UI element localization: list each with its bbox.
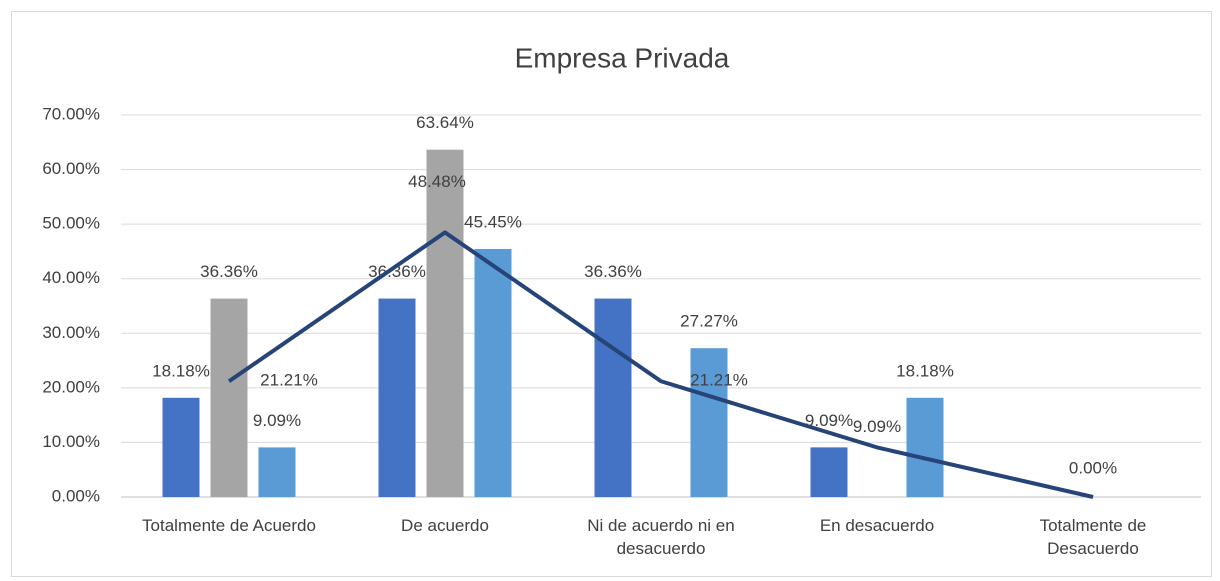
data-label: 48.48%	[408, 172, 466, 191]
bar	[162, 397, 200, 497]
x-tick-label: En desacuerdo	[819, 516, 935, 535]
data-label: 27.27%	[680, 312, 738, 331]
y-tick-label: 60.00%	[42, 159, 100, 178]
y-tick-label: 20.00%	[42, 377, 100, 396]
data-label: 9.09%	[853, 417, 901, 436]
bar	[378, 298, 416, 497]
data-label: 9.09%	[805, 411, 853, 430]
data-label: 18.18%	[152, 361, 210, 380]
bar	[258, 447, 296, 497]
chart-title: Empresa Privada	[515, 42, 730, 73]
data-label: 36.36%	[584, 262, 642, 281]
bar	[594, 298, 632, 497]
data-label: 21.21%	[260, 371, 318, 390]
y-tick-label: 30.00%	[42, 323, 100, 342]
data-label: 21.21%	[690, 371, 748, 390]
data-label: 63.64%	[416, 113, 474, 132]
data-label: 45.45%	[464, 212, 522, 231]
x-tick-label: Totalmente de Acuerdo	[142, 516, 316, 535]
y-tick-label: 10.00%	[42, 432, 100, 451]
y-tick-label: 70.00%	[42, 104, 100, 123]
x-tick-label: Totalmente de Desacuerdo	[1039, 516, 1147, 558]
y-tick-label: 40.00%	[42, 268, 100, 287]
line	[227, 230, 1094, 499]
y-tick-label: 50.00%	[42, 214, 100, 233]
x-tick-label: Ni de acuerdo ni en desacuerdo	[587, 516, 735, 558]
bar	[210, 298, 248, 497]
data-label: 0.00%	[1069, 458, 1117, 477]
bar	[906, 397, 944, 497]
y-tick-label: 0.00%	[52, 486, 100, 505]
bar	[426, 149, 464, 497]
x-tick-label: De acuerdo	[401, 516, 489, 535]
data-label: 18.18%	[896, 361, 954, 380]
bar	[810, 447, 848, 497]
bar	[474, 248, 512, 497]
bar	[690, 348, 728, 497]
data-label: 36.36%	[200, 262, 258, 281]
data-label: 9.09%	[253, 411, 301, 430]
